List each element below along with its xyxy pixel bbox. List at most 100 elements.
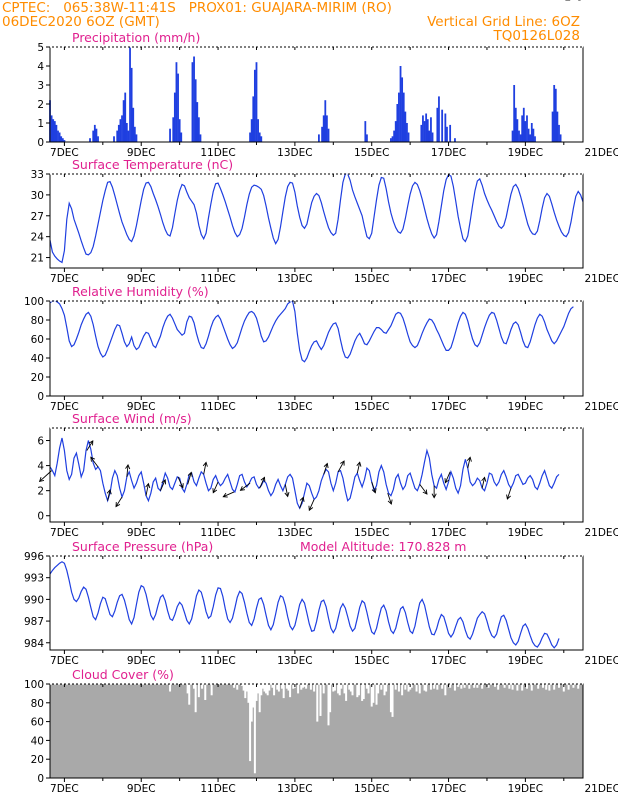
- y-tick-label: 40: [31, 353, 44, 365]
- x-tick-label: 21DEC: [584, 401, 618, 413]
- wind-arrow: [481, 477, 485, 489]
- precip-bar: [554, 88, 557, 142]
- cloud-dip: [338, 684, 341, 696]
- panel-frame: [49, 555, 584, 651]
- x-tick-label: 9DEC: [127, 401, 156, 413]
- x-tick-label: 19DEC: [508, 783, 543, 795]
- precip-bar: [394, 121, 397, 142]
- cloud-dip: [553, 684, 556, 690]
- precip-bar: [63, 140, 66, 142]
- cloud-dip: [418, 684, 421, 694]
- cloud-dip: [375, 684, 378, 705]
- precip-bar: [119, 119, 122, 142]
- precip-bar: [113, 136, 115, 142]
- precip-bar: [60, 136, 63, 142]
- precip-bar: [57, 130, 59, 142]
- x-tick-label: 7DEC: [50, 147, 79, 159]
- series-line: [49, 561, 560, 649]
- x-tick-label: 15DEC: [354, 783, 389, 795]
- precip-bar: [257, 119, 259, 142]
- wind-arrow-head: [422, 489, 428, 495]
- precip-bar: [117, 124, 120, 142]
- x-tick-label: 9DEC: [127, 147, 156, 159]
- x-tick-label: 19DEC: [508, 655, 543, 667]
- cloud-dip: [261, 684, 264, 689]
- cloud-dip: [356, 684, 359, 698]
- x-tick-label: 7DEC: [50, 655, 79, 667]
- wind-arrow-head: [466, 456, 472, 462]
- precip-bar: [127, 130, 130, 142]
- cloud-dip: [511, 684, 514, 690]
- wind-arrow: [259, 477, 265, 489]
- cloud-dip: [255, 684, 258, 701]
- precip-bar: [194, 79, 197, 142]
- precip-bar: [553, 85, 556, 142]
- wind-arrow: [323, 463, 328, 475]
- wind-arrow: [337, 460, 345, 473]
- y-tick-label: 4: [37, 461, 44, 473]
- y-tick-label: 0: [37, 391, 44, 403]
- x-tick-label: 11DEC: [200, 273, 235, 285]
- y-tick-label: 2: [37, 99, 44, 111]
- precip-bar: [92, 130, 95, 142]
- precip-bar: [255, 62, 258, 143]
- cloud-dip: [537, 684, 540, 689]
- precip-bar: [426, 119, 429, 142]
- panel-title: Relative Humidity (%): [72, 284, 209, 299]
- wind-arrow: [160, 479, 166, 491]
- precip-bar: [518, 130, 520, 142]
- cloud-dip: [333, 684, 336, 691]
- wind-arrow-head: [506, 494, 511, 500]
- precip-bar: [172, 117, 175, 142]
- cloud-dip: [487, 684, 490, 688]
- y-tick-label: 0: [37, 137, 44, 149]
- precip-bar: [441, 109, 444, 142]
- precip-bar: [180, 132, 183, 142]
- cloud-dip: [401, 684, 404, 696]
- precip-bar: [199, 134, 202, 142]
- precip-bar: [61, 138, 64, 142]
- wind-arrow: [419, 484, 428, 495]
- cloud-dip: [476, 684, 479, 688]
- wind-arrow-head: [481, 476, 487, 482]
- precip-bar: [252, 96, 255, 142]
- precip-bar: [511, 130, 514, 142]
- precip-bar: [193, 56, 195, 142]
- x-tick-label: 21DEC: [584, 273, 618, 285]
- precip-bar: [534, 136, 536, 142]
- precip-bar: [260, 136, 263, 142]
- x-tick-label: 9DEC: [127, 655, 156, 667]
- y-tick-label: 20: [31, 754, 44, 766]
- precip-bar: [366, 134, 368, 142]
- cloud-dip: [322, 684, 325, 694]
- cloud-dip: [236, 684, 239, 690]
- y-tick-label: 60: [31, 717, 44, 729]
- x-tick-label: 13DEC: [277, 273, 312, 285]
- precip-bar: [191, 62, 194, 143]
- precip-bar: [121, 115, 123, 142]
- cloud-dip: [271, 684, 274, 688]
- panel-frame: [49, 46, 584, 143]
- wind-arrow: [145, 483, 149, 496]
- cloud-dip: [365, 684, 368, 689]
- x-tick-label: 15DEC: [354, 147, 389, 159]
- x-tick-label: 11DEC: [200, 527, 235, 539]
- panel-frame: [49, 173, 584, 269]
- precip-bar: [135, 134, 138, 142]
- wind-arrow: [284, 484, 289, 497]
- wind-arrow-head: [299, 496, 305, 502]
- y-tick-label: 3: [37, 80, 44, 92]
- series-line: [49, 173, 584, 264]
- wind-arrow-head: [323, 462, 329, 469]
- precip-bar: [258, 132, 261, 142]
- x-tick-label: 21DEC: [584, 527, 618, 539]
- wind-arrow: [212, 481, 219, 493]
- cloud-dip: [453, 684, 456, 691]
- cloud-dip: [385, 684, 388, 692]
- cloud-dip: [567, 684, 570, 690]
- precip-bar: [122, 100, 125, 142]
- wind-arrow-head: [202, 461, 208, 467]
- cloud-dip: [457, 684, 460, 687]
- precip-bar: [250, 119, 253, 142]
- cloud-dip: [257, 684, 260, 694]
